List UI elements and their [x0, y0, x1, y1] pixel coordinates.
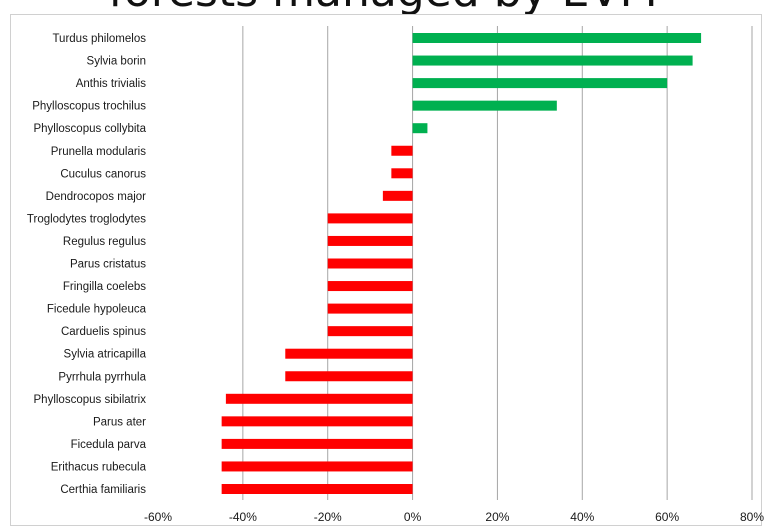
category-label: Dendrocopos major: [46, 191, 147, 203]
bar: [412, 33, 702, 43]
bar: [327, 281, 413, 292]
bar: [285, 348, 413, 359]
category-label: Troglodytes troglodytes: [27, 213, 146, 225]
bar: [327, 213, 413, 224]
category-label: Anthis trivialis: [76, 78, 147, 90]
category-label: Sylvia atricapilla: [64, 349, 147, 361]
category-labels: Turdus philomelos Sylvia borin Anthis triv…: [27, 33, 147, 496]
bar: [285, 371, 413, 382]
category-label: Ficedule hypoleuca: [47, 304, 147, 316]
bar: [327, 235, 413, 246]
category-label: Cuculus canorus: [60, 168, 146, 180]
x-tick-label: 60%: [655, 510, 679, 524]
bar: [412, 55, 693, 66]
bar: [221, 438, 413, 449]
bar: [412, 100, 557, 111]
bar: [391, 145, 413, 156]
category-label: Carduelis spinus: [61, 326, 146, 338]
x-tick-label: 20%: [485, 510, 509, 524]
category-label: Regulus regulus: [63, 236, 146, 248]
category-label: Phylloscopus trochilus: [32, 101, 146, 113]
x-tick-label: 0%: [404, 510, 422, 524]
category-label: Parus ater: [93, 416, 146, 428]
bar: [221, 461, 413, 472]
category-label: Phylloscopus collybita: [33, 123, 146, 135]
category-label: Turdus philomelos: [52, 33, 146, 45]
x-tick-label: 40%: [570, 510, 594, 524]
x-tick-label: 80%: [740, 510, 764, 524]
category-label: Phylloscopus sibilatrix: [34, 394, 147, 406]
bars: [221, 33, 702, 494]
category-label: Prunella modularis: [51, 146, 146, 158]
bar: [382, 190, 413, 201]
category-label: Parus cristatus: [70, 259, 146, 271]
x-tick-label: -20%: [314, 510, 342, 524]
bar: [412, 123, 428, 134]
bar: [391, 168, 413, 179]
x-tick-label: -40%: [229, 510, 257, 524]
bar: [327, 258, 413, 269]
category-label: Erithacus rubecula: [51, 461, 147, 473]
bar: [327, 303, 413, 314]
bar: [221, 416, 413, 427]
category-label: Sylvia borin: [87, 56, 146, 68]
x-tick-labels: -60% -40% -20% 0% 20% 40% 60% 80%: [144, 510, 764, 524]
bar: [225, 393, 413, 404]
slide-title: forests managed by EVM: [0, 0, 766, 18]
bar: [221, 484, 413, 494]
x-tick-label: -60%: [144, 510, 172, 524]
category-label: Fringilla coelebs: [63, 281, 146, 293]
grid-lines: [242, 26, 753, 500]
bar: [327, 326, 413, 337]
category-label: Ficedula parva: [71, 439, 147, 451]
bar: [412, 78, 668, 89]
category-label: Pyrrhula pyrrhula: [58, 371, 146, 383]
category-label: Certhia familiaris: [60, 484, 146, 496]
